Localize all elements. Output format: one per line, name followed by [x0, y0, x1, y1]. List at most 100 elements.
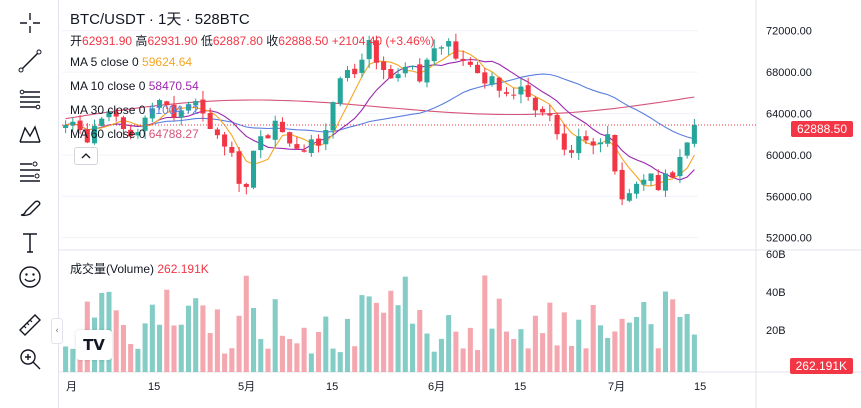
- fib-icon[interactable]: [15, 84, 45, 114]
- time-axis-label: 7月: [608, 381, 625, 393]
- candle-body: [120, 117, 126, 129]
- volume-bar: [135, 348, 141, 372]
- candle-body: [402, 66, 408, 74]
- ma30-legend[interactable]: MA 30 close 0 61004.72: [70, 103, 199, 117]
- candle-body: [135, 132, 141, 136]
- ma10-value: 58470.54: [148, 79, 199, 93]
- change-value: +2104.40 (+3.46%): [331, 34, 435, 48]
- volume-bar: [287, 339, 293, 372]
- candle-body: [316, 138, 322, 146]
- candle-body: [200, 99, 206, 114]
- ma30-line: [65, 73, 695, 140]
- volume-bar: [243, 275, 249, 372]
- volume-bar: [171, 325, 177, 372]
- volume-bar: [446, 315, 452, 372]
- low-value: 62887.80: [212, 34, 263, 48]
- volume-value: 262.191K: [157, 262, 209, 276]
- volume-bar: [70, 348, 76, 372]
- emoji-icon[interactable]: [15, 262, 45, 292]
- volume-bar: [250, 308, 257, 372]
- candle-body: [395, 74, 401, 79]
- pattern-icon[interactable]: [15, 120, 45, 150]
- candle-body: [503, 92, 510, 94]
- chart-area[interactable]: 72000.00 68000.00 64000.00 60000.00 56000.00…: [58, 0, 861, 408]
- volume-bar: [605, 337, 611, 372]
- candle-body: [605, 134, 611, 144]
- volume-bar: [641, 302, 647, 372]
- trend-line-icon[interactable]: [15, 46, 45, 76]
- ohlc-legend: 开62931.90 高62931.90 低62887.80 收62888.50 …: [70, 32, 434, 49]
- volume-bar: [489, 328, 495, 372]
- candle-body: [157, 100, 163, 108]
- volume-bar: [164, 289, 170, 372]
- low-label: 低: [200, 34, 213, 48]
- candle-body: [229, 147, 235, 153]
- candle-body: [330, 102, 336, 131]
- candle-body: [590, 141, 596, 146]
- volume-bar: [402, 276, 408, 372]
- high-value: 62931.90: [147, 34, 198, 48]
- price-chart[interactable]: 72000.00 68000.00 64000.00 60000.00 56000.00…: [58, 0, 861, 408]
- candle-body: [568, 150, 575, 153]
- time-axis-label: 15: [148, 381, 160, 393]
- collapse-legend-button[interactable]: [74, 147, 98, 165]
- candle-body: [655, 175, 661, 191]
- price-axis-label: 60000.00: [766, 150, 812, 162]
- volume-bar: [265, 348, 271, 372]
- candle-body: [453, 41, 459, 59]
- candle-body: [438, 47, 444, 49]
- close-value: 62888.50: [278, 34, 329, 48]
- time-axis-label: 15: [514, 381, 526, 393]
- volume-bar: [655, 348, 661, 372]
- volume-bar: [475, 350, 481, 372]
- candle-body: [222, 134, 228, 147]
- volume-bar: [395, 305, 401, 372]
- candle-body: [265, 135, 271, 139]
- volume-bar: [619, 318, 625, 372]
- volume-bar: [142, 323, 148, 372]
- time-axis-label: 15: [694, 381, 706, 393]
- candle-body: [511, 94, 517, 96]
- candle-body: [84, 129, 90, 143]
- tradingview-logo[interactable]: TV: [76, 330, 112, 360]
- candle-body: [381, 61, 387, 71]
- crosshair-icon[interactable]: [15, 8, 45, 38]
- volume-bar: [308, 353, 314, 372]
- volume-bar: [279, 335, 285, 372]
- candle-body: [597, 142, 603, 145]
- ma5-legend[interactable]: MA 5 close 0 59624.64: [70, 55, 192, 69]
- candle-body: [113, 112, 119, 117]
- volume-bar: [424, 333, 430, 372]
- candle-body: [612, 134, 618, 172]
- ma60-legend[interactable]: MA 60 close 0 64788.27: [70, 127, 199, 141]
- volume-bar: [381, 312, 387, 372]
- brush-icon[interactable]: [15, 192, 45, 222]
- volume-legend[interactable]: 成交量(Volume) 262.191K: [70, 260, 209, 277]
- volume-bar: [294, 343, 300, 372]
- ma10-legend[interactable]: MA 10 close 0 58470.54: [70, 79, 199, 93]
- ruler-icon[interactable]: [15, 310, 45, 340]
- candle-body: [648, 173, 654, 181]
- collapse-toolbar-handle[interactable]: ‹: [51, 318, 63, 344]
- volume-bar: [634, 316, 640, 372]
- volume-bar: [417, 310, 423, 372]
- volume-bar: [561, 312, 567, 372]
- candle-body: [323, 130, 329, 145]
- volume-bar: [193, 298, 199, 372]
- candle-body: [258, 136, 264, 151]
- candle-body: [272, 120, 278, 140]
- volume-bar: [482, 275, 488, 372]
- candle-body: [359, 59, 365, 73]
- drawing-toolbar: [0, 0, 59, 408]
- candle-body: [287, 132, 293, 144]
- candle-body: [670, 172, 676, 178]
- candle-body: [532, 97, 538, 111]
- price-axis-label: 72000.00: [766, 26, 812, 38]
- volume-bar: [344, 318, 351, 372]
- candle-body: [337, 78, 343, 104]
- candle-body: [294, 144, 300, 149]
- prediction-icon[interactable]: [15, 156, 45, 186]
- volume-bar: [236, 315, 242, 372]
- zoom-icon[interactable]: [15, 344, 45, 374]
- text-icon[interactable]: [15, 228, 45, 258]
